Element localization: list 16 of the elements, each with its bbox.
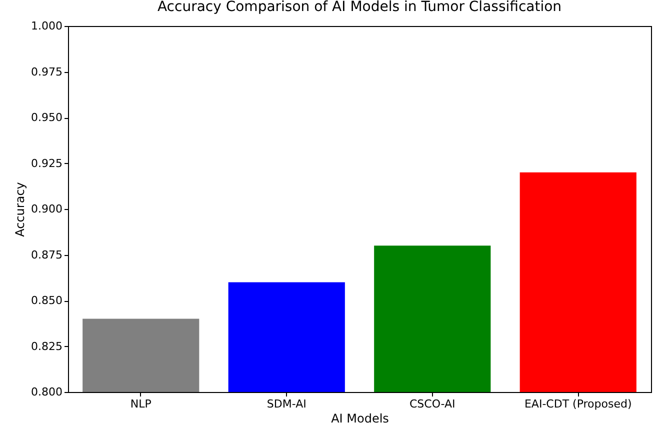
y-tick-label: 0.800 — [31, 386, 62, 398]
y-tick-label: 0.825 — [31, 340, 62, 353]
x-tick-label: EAI-CDT (Proposed) — [524, 398, 632, 410]
x-axis-title: AI Models — [331, 412, 389, 426]
x-tick-label: SDM-AI — [266, 398, 306, 410]
y-tick-label: 0.975 — [31, 65, 62, 78]
y-tick-label: 0.875 — [31, 248, 62, 262]
y-tick-label: 1.000 — [31, 20, 62, 32]
x-tick-label: NLP — [130, 398, 152, 410]
y-tick-label: 0.950 — [31, 111, 62, 124]
y-axis-title: Accuracy — [13, 182, 28, 237]
x-tick-label: CSCO-AI — [409, 398, 456, 410]
chart-title: Accuracy Comparison of AI Models in Tumor Classification — [157, 0, 562, 15]
y-tick-label: 0.900 — [31, 202, 62, 216]
y-tick-label: 0.850 — [31, 294, 62, 307]
y-tick-label: 0.925 — [31, 156, 62, 170]
